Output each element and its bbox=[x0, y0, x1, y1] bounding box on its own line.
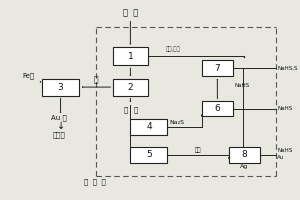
Text: 7: 7 bbox=[214, 64, 220, 73]
Text: Au 渣: Au 渣 bbox=[51, 115, 67, 121]
Text: Au: Au bbox=[277, 155, 284, 160]
Text: 液: 液 bbox=[94, 76, 98, 85]
Text: ↓: ↓ bbox=[56, 121, 64, 131]
Text: 8: 8 bbox=[242, 150, 247, 159]
Bar bbox=[202, 60, 233, 76]
Text: 2: 2 bbox=[128, 83, 133, 92]
Text: 4: 4 bbox=[146, 122, 152, 131]
Bar bbox=[202, 101, 233, 116]
Text: 浸: 浸 bbox=[123, 106, 128, 113]
Bar bbox=[229, 147, 260, 163]
Text: 回  收  铜: 回 收 铜 bbox=[84, 178, 106, 185]
Bar bbox=[130, 119, 167, 135]
Text: 液: 液 bbox=[133, 106, 137, 113]
Text: 5: 5 bbox=[146, 150, 152, 159]
Text: 3: 3 bbox=[58, 83, 63, 92]
Text: 矿泥: 矿泥 bbox=[195, 147, 201, 153]
Text: NaHS: NaHS bbox=[277, 148, 292, 153]
Text: 1: 1 bbox=[128, 52, 133, 61]
Text: 矿粉,矿泥: 矿粉,矿泥 bbox=[166, 47, 181, 52]
Bar bbox=[130, 147, 167, 163]
Text: NaHS,S: NaHS,S bbox=[277, 66, 298, 71]
Text: 6: 6 bbox=[214, 104, 220, 113]
Bar bbox=[113, 47, 148, 65]
Text: 矿  石: 矿 石 bbox=[123, 8, 138, 17]
Text: Na₂S: Na₂S bbox=[169, 120, 184, 125]
Bar bbox=[42, 79, 79, 96]
Text: Fe粉: Fe粉 bbox=[22, 72, 34, 79]
Text: Ag: Ag bbox=[240, 164, 249, 169]
Text: 回收金: 回收金 bbox=[53, 132, 65, 138]
Bar bbox=[113, 79, 148, 96]
Text: NaHS: NaHS bbox=[235, 83, 250, 88]
Text: NaHS: NaHS bbox=[277, 106, 292, 111]
